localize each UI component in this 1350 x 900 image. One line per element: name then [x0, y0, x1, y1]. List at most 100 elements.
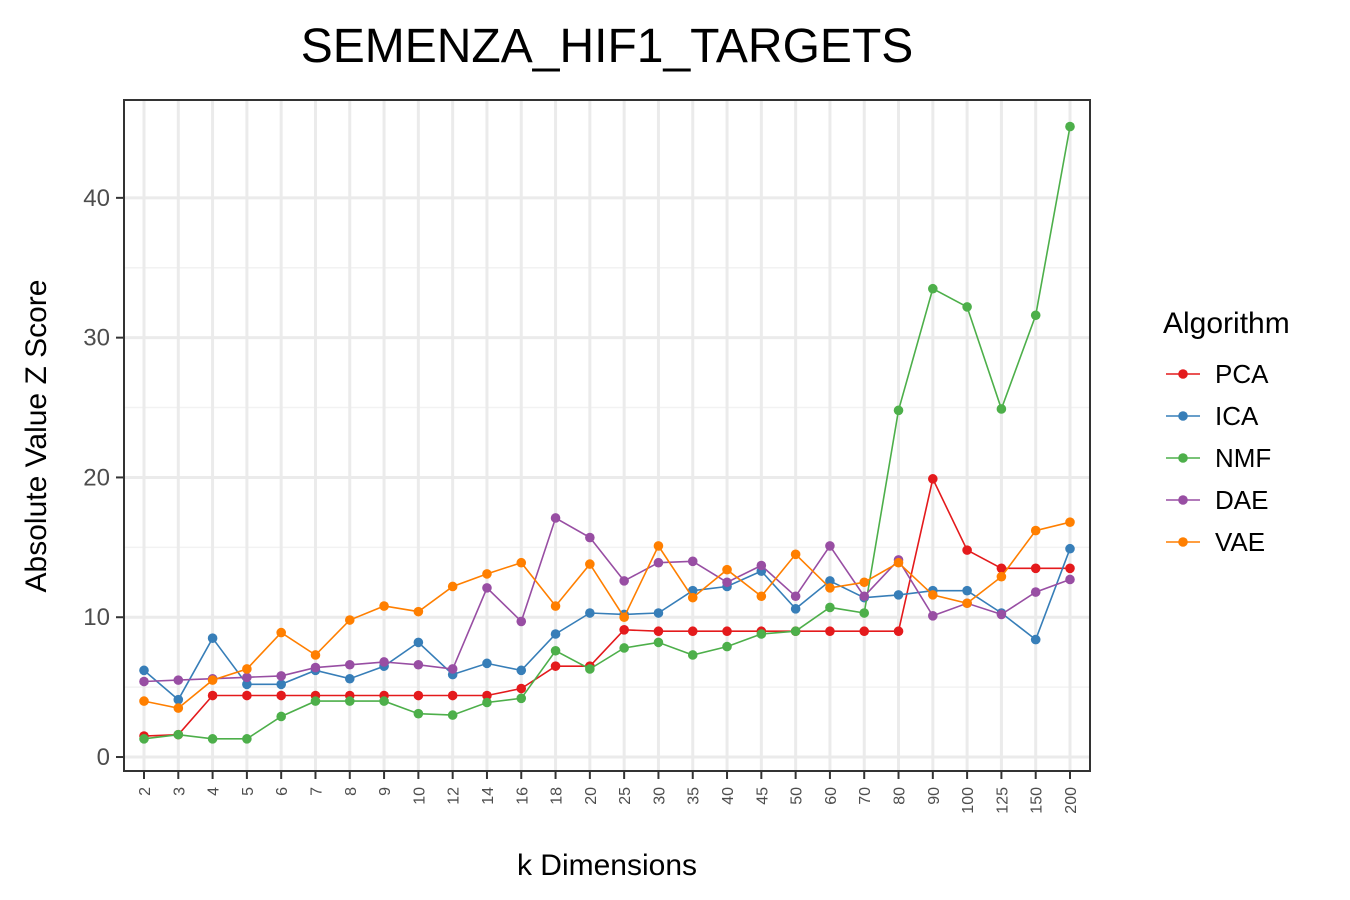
- data-point-vae: [413, 606, 424, 617]
- legend-items: PCA ICA NMF DAE VAE: [1166, 359, 1271, 557]
- data-point-dae: [413, 659, 424, 670]
- x-tick-label: 150: [1029, 787, 1046, 814]
- data-point-nmf: [310, 696, 321, 706]
- data-point-vae: [585, 559, 595, 569]
- data-point-pca: [482, 690, 492, 701]
- series-line-pca: [143, 476, 1070, 737]
- series-dae: [139, 513, 1075, 687]
- data-point-nmf: [893, 405, 904, 416]
- legend: Algorithm PCA ICA NMF DAE VAE: [1163, 307, 1290, 557]
- data-point-vae: [207, 675, 218, 685]
- data-point-nmf: [790, 626, 801, 637]
- data-point-vae: [447, 581, 458, 592]
- x-tick-label: 14: [480, 787, 497, 805]
- data-point-nmf: [242, 734, 252, 744]
- data-point-pca: [1065, 563, 1075, 574]
- data-point-ica: [653, 608, 664, 618]
- legend-label: NMF: [1215, 443, 1271, 473]
- data-point-vae: [962, 598, 972, 609]
- data-point-vae: [928, 590, 938, 600]
- legend-item-dae: DAE: [1166, 485, 1268, 515]
- x-tick-label: 45: [754, 787, 771, 805]
- x-tick-label: 70: [857, 787, 874, 805]
- data-point-nmf: [413, 708, 424, 719]
- y-axis: 0 10 20 30 40: [83, 185, 124, 771]
- y-tick-label: 0: [97, 744, 110, 771]
- data-point-vae: [687, 592, 698, 603]
- data-point-ica: [139, 665, 149, 676]
- data-point-nmf: [928, 283, 938, 294]
- data-point-nmf: [756, 629, 767, 639]
- data-point-dae: [825, 541, 835, 551]
- data-point-vae: [379, 601, 389, 611]
- data-point-vae: [310, 650, 321, 660]
- data-point-vae: [859, 577, 870, 588]
- x-tick-label: 7: [308, 787, 325, 796]
- data-point-ica: [413, 637, 424, 648]
- x-tick-label: 10: [411, 787, 428, 805]
- x-tick-label: 4: [206, 787, 223, 796]
- data-point-vae: [756, 591, 767, 602]
- data-point-pca: [242, 690, 252, 701]
- data-point-dae: [379, 657, 389, 667]
- data-point-nmf: [379, 696, 389, 706]
- legend-label: ICA: [1215, 401, 1259, 431]
- x-tick-label: 18: [549, 787, 566, 805]
- data-point-ica: [825, 576, 835, 586]
- data-point-ica: [482, 658, 492, 669]
- data-point-dae: [1065, 574, 1075, 585]
- data-point-vae: [242, 664, 252, 674]
- x-tick-label: 50: [789, 787, 806, 805]
- data-point-nmf: [516, 693, 527, 704]
- series-line-nmf: [143, 126, 1071, 740]
- data-point-ica: [893, 590, 904, 600]
- data-point-nmf: [447, 710, 458, 720]
- data-point-dae: [722, 577, 732, 588]
- data-point-vae: [996, 571, 1007, 582]
- data-point-nmf: [585, 664, 595, 674]
- data-point-dae: [447, 664, 458, 674]
- data-point-ica: [344, 673, 355, 684]
- legend-label: VAE: [1215, 527, 1265, 557]
- legend-key-point: [1178, 537, 1188, 547]
- y-tick-label: 10: [83, 604, 110, 631]
- legend-item-vae: VAE: [1166, 527, 1265, 557]
- data-point-dae: [619, 576, 629, 586]
- legend-title: Algorithm: [1163, 307, 1290, 340]
- x-tick-label: 20: [583, 787, 600, 805]
- data-point-nmf: [139, 734, 149, 744]
- x-tick-label: 200: [1063, 787, 1080, 814]
- x-tick-label: 80: [892, 787, 909, 805]
- data-point-dae: [344, 659, 355, 670]
- data-point-pca: [207, 690, 218, 701]
- y-tick-label: 30: [83, 325, 110, 352]
- data-point-pca: [653, 626, 664, 637]
- data-point-vae: [1065, 517, 1075, 527]
- data-point-vae: [893, 557, 904, 568]
- data-point-nmf: [173, 729, 184, 740]
- data-point-dae: [756, 560, 767, 571]
- data-point-vae: [550, 601, 561, 611]
- data-point-dae: [1030, 587, 1041, 597]
- legend-item-ica: ICA: [1166, 401, 1259, 431]
- data-point-ica: [585, 608, 595, 618]
- data-point-nmf: [550, 645, 561, 656]
- data-point-nmf: [825, 602, 835, 613]
- data-point-ica: [962, 585, 972, 596]
- data-point-vae: [619, 612, 629, 623]
- data-point-nmf: [1030, 310, 1041, 321]
- data-point-pca: [619, 625, 629, 635]
- data-point-dae: [653, 557, 664, 568]
- data-point-nmf: [722, 641, 732, 652]
- data-point-nmf: [653, 637, 664, 648]
- chart-title: SEMENZA_HIF1_TARGETS: [301, 20, 914, 73]
- grid: [124, 100, 1090, 771]
- data-point-dae: [482, 583, 492, 593]
- data-point-dae: [139, 676, 149, 687]
- data-point-pca: [996, 563, 1007, 574]
- x-tick-label: 3: [171, 787, 188, 796]
- data-point-vae: [790, 549, 801, 560]
- data-point-dae: [585, 532, 595, 543]
- data-point-nmf: [344, 696, 355, 706]
